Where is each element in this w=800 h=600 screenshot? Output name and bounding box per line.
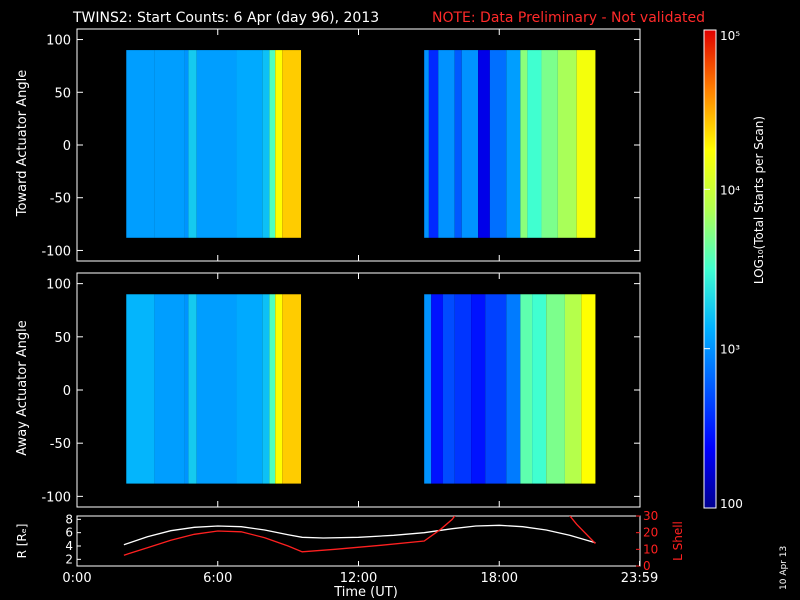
heatmap-cell <box>520 294 533 484</box>
ytick-label: -50 <box>50 192 71 207</box>
heatmap-cell <box>546 294 565 484</box>
heatmap-cell <box>438 50 455 238</box>
time-tick-label: 18:00 <box>481 571 518 586</box>
ytick-label: -50 <box>50 437 71 452</box>
heatmap-cell <box>557 50 577 238</box>
heatmap-cell <box>431 294 443 484</box>
orbit-ytick-label-right: 0 <box>643 559 651 573</box>
ytick-label: 50 <box>54 86 71 101</box>
orbit-ytick-label-right: 20 <box>643 526 658 540</box>
time-tick-label: 0:00 <box>62 571 91 586</box>
ytick-label: -100 <box>41 244 71 259</box>
orbit-ylabel-left: R [Rₑ] <box>15 524 29 559</box>
colorbar-ticks: 100 10³ 10⁴ 10⁵ <box>704 29 743 511</box>
heatmap-cell <box>188 294 197 484</box>
orbit-ytick-label-left: 6 <box>65 526 73 540</box>
toward-angle-panel: 100 50 0 -50 -100 <box>41 28 641 262</box>
toward-ylabel: Toward Actuator Angle <box>15 70 30 217</box>
ytick-label: 100 <box>46 278 71 293</box>
heatmap-cell <box>188 50 197 238</box>
heatmap-cell <box>471 294 486 484</box>
colorbar-label: LOG₁₀(Total Starts per Scan) <box>752 116 766 284</box>
heatmap-cell <box>424 294 432 484</box>
radial-distance-line <box>123 524 596 546</box>
heatmap-cell <box>527 50 542 238</box>
ytick-label: 100 <box>46 34 71 49</box>
heatmap-cell <box>442 294 455 484</box>
l-shell-line <box>569 516 596 544</box>
orbit-frame <box>76 515 641 567</box>
heatmap-cell <box>461 50 479 238</box>
heatmap-cell <box>485 294 507 484</box>
time-tick-label: 23:59 <box>621 571 658 586</box>
heatmap-cell <box>262 50 270 238</box>
orbit-ytick-label-right: 10 <box>643 542 658 556</box>
heatmap-cell <box>576 50 596 238</box>
colorbar-tick-label: 10⁵ <box>720 29 740 43</box>
l-shell-line <box>123 516 456 556</box>
heatmap-cell <box>154 50 185 238</box>
heatmap-cell <box>454 294 472 484</box>
heatmap-cell <box>564 294 582 484</box>
orbit-ytick-label-left: 2 <box>65 552 73 566</box>
heatmap-cell <box>506 50 521 238</box>
preliminary-note: NOTE: Data Preliminary - Not validated <box>432 10 705 26</box>
heatmap-cell <box>236 50 263 238</box>
heatmap-cell <box>154 294 185 484</box>
heatmap-cell <box>275 50 283 238</box>
heatmap-cell <box>520 50 528 238</box>
heatmap-cell <box>428 50 439 238</box>
heatmap-cell <box>262 294 270 484</box>
figure-title: TWINS2: Start Counts: 6 Apr (day 96), 20… <box>72 10 379 26</box>
orbit-ytick-label-left: 4 <box>65 539 73 553</box>
heatmap-cell <box>236 294 263 484</box>
colorbar-tick-label: 10⁴ <box>720 183 740 197</box>
time-axis-label: Time (UT) <box>333 585 398 600</box>
colorbar-tick-label: 10³ <box>720 343 740 357</box>
heatmap-cell <box>184 50 189 238</box>
heatmap-cell <box>275 294 283 484</box>
heatmap-cell <box>282 50 302 238</box>
heatmap-cell <box>269 50 276 238</box>
heatmap-cell <box>269 294 276 484</box>
side-date-stamp: 10 Apr 13 <box>779 546 789 590</box>
ytick-label: -100 <box>41 490 71 505</box>
heatmap-cell <box>196 50 237 238</box>
orbit-ytick-label-left: 8 <box>65 512 73 526</box>
heatmap-cell <box>424 50 429 238</box>
heatmap-cell <box>506 294 521 484</box>
heatmap-cell <box>282 294 302 484</box>
heatmap-cell <box>126 50 155 238</box>
heatmap-cell <box>478 50 490 238</box>
heatmap-cell <box>126 294 155 484</box>
heatmap-cell <box>489 50 507 238</box>
away-ylabel: Away Actuator Angle <box>15 320 30 455</box>
colorbar-gradient <box>703 29 717 509</box>
heatmap-cell <box>454 50 462 238</box>
orbit-ylabel-right: L Shell <box>671 521 685 561</box>
heatmap-cell <box>196 294 237 484</box>
heatmap-cell <box>532 294 547 484</box>
orbit-ytick-label-right: 30 <box>643 509 658 523</box>
ytick-label: 0 <box>63 384 71 399</box>
ytick-label: 0 <box>63 139 71 154</box>
heatmap-cell <box>581 294 596 484</box>
time-tick-label: 12:00 <box>340 571 377 586</box>
ytick-label: 50 <box>54 331 71 346</box>
colorbar-tick-label: 100 <box>720 497 743 511</box>
heatmap-cell <box>184 294 189 484</box>
time-tick-label: 6:00 <box>203 571 232 586</box>
away-angle-panel: 100 50 0 -50 -100 <box>41 272 641 508</box>
colorbar: 100 10³ 10⁴ 10⁵ LOG₁₀(Total Starts per Scan… <box>703 29 766 511</box>
heatmap-cell <box>541 50 558 238</box>
